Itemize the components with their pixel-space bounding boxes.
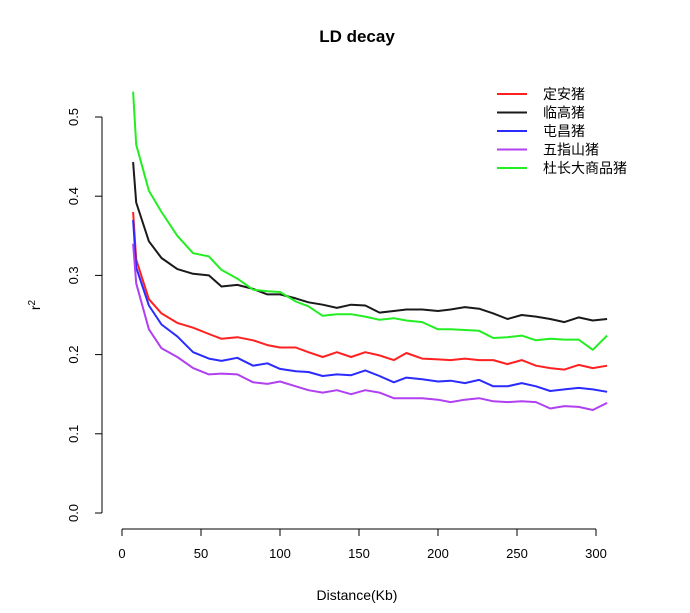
series-line-4: [132, 243, 608, 411]
y-tick-label: 0.3: [66, 266, 81, 284]
series-line-5: [132, 91, 608, 351]
y-tick-label: 0.1: [66, 425, 81, 443]
x-tick-label: 200: [427, 546, 449, 561]
y-tick-label: 0.2: [66, 346, 81, 364]
series-lines: [132, 91, 608, 411]
series-line-3: [132, 219, 608, 393]
y-axis: 0.0 0.1 0.2 0.3 0.4 0.5: [66, 108, 103, 522]
legend-label-1: 定安猪: [543, 86, 585, 102]
x-tick-label: 50: [194, 546, 208, 561]
x-tick-label: 150: [348, 546, 370, 561]
y-tick-label: 0.0: [66, 504, 81, 522]
y-tick-label: 0.5: [66, 108, 81, 126]
x-tick-label: 0: [118, 546, 125, 561]
x-tick-label: 250: [506, 546, 528, 561]
series-line-1: [132, 211, 608, 371]
series-line-2: [132, 162, 608, 324]
legend-label-3: 屯昌猪: [543, 123, 585, 139]
y-axis-label-superscript: 2: [27, 299, 38, 305]
legend-label-5: 杜长大商品猪: [543, 160, 627, 176]
x-tick-label: 300: [585, 546, 607, 561]
x-axis: 0 50 100 150 200 250 300: [118, 528, 607, 561]
x-axis-label: Distance(Kb): [317, 587, 398, 603]
x-tick-label: 100: [269, 546, 291, 561]
chart-title: LD decay: [319, 27, 395, 46]
y-axis-label-base: r: [27, 305, 43, 310]
legend-label-4: 五指山猪: [543, 142, 599, 158]
y-tick-label: 0.4: [66, 187, 81, 205]
legend-label-2: 临高猪: [543, 105, 585, 121]
y-axis-label: r2: [27, 299, 44, 310]
